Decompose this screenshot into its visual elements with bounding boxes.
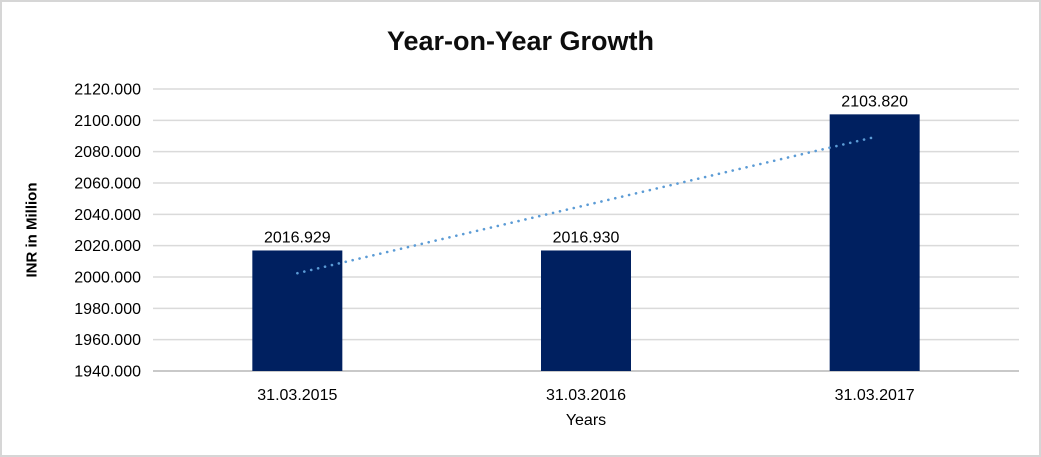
y-tick-label: 2080.000: [74, 144, 141, 161]
x-tick-label: 31.03.2017: [835, 387, 915, 404]
bar-value-label: 2016.929: [264, 229, 331, 246]
x-tick-label: 31.03.2015: [257, 387, 337, 404]
y-tick-label: 2100.000: [74, 113, 141, 130]
y-tick-label: 2020.000: [74, 238, 141, 255]
x-axis-title: Years: [565, 412, 607, 429]
bar: [541, 250, 631, 371]
bar-value-label: 2103.820: [841, 93, 908, 110]
bar: [829, 114, 920, 371]
bar-value-label: 2016.930: [553, 229, 620, 246]
chart-title: Year-on-Year Growth: [386, 26, 655, 56]
y-tick-label: 2120.000: [74, 82, 141, 99]
x-tick-label: 31.03.2016: [546, 387, 626, 404]
y-tick-label: 1980.000: [74, 301, 141, 318]
y-tick-label: 1960.000: [74, 332, 141, 349]
y-tick-label: 2000.000: [74, 270, 141, 287]
bar: [252, 250, 343, 371]
y-tick-label: 2040.000: [74, 207, 141, 224]
trendline: [296, 135, 876, 275]
y-tick-label: 1940.000: [74, 364, 141, 381]
y-tick-label: 2060.000: [74, 176, 141, 193]
